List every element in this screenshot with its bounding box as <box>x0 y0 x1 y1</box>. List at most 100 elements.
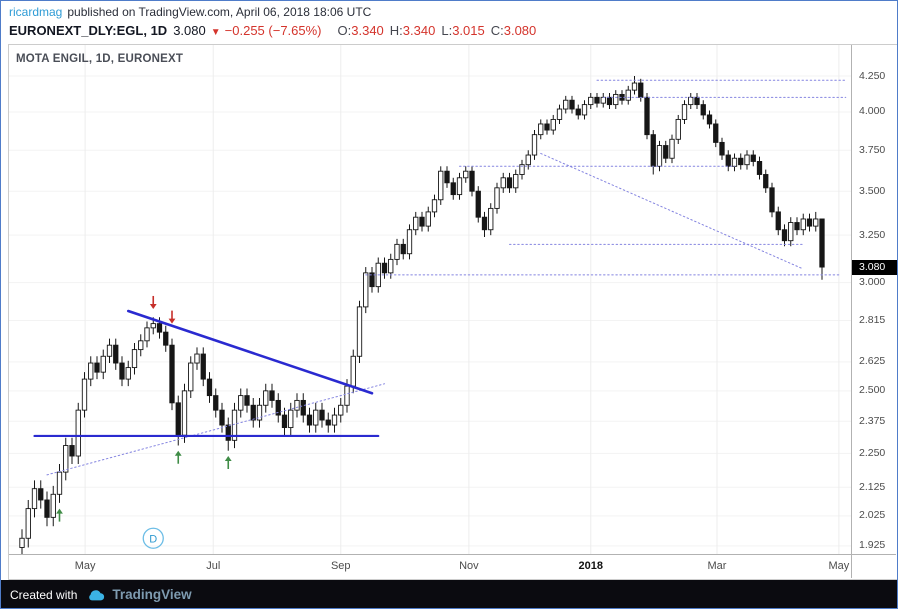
candle <box>38 480 44 509</box>
candle-body <box>163 331 169 346</box>
candle-body <box>813 218 819 227</box>
candle <box>813 211 819 232</box>
author-link[interactable]: ricardmag <box>9 5 63 19</box>
candle <box>144 321 150 348</box>
candle <box>394 238 400 266</box>
candle-body <box>75 409 81 457</box>
candle-body <box>594 96 600 104</box>
candle-body <box>675 118 681 140</box>
candle <box>781 224 788 247</box>
candle-body <box>381 262 388 274</box>
candle <box>131 342 138 375</box>
symbol-title: EURONEXT_DLY:EGL, 1D <box>9 23 168 38</box>
candle-body <box>506 177 513 189</box>
time-axis[interactable]: May Jul Sep Nov 2018 Mar May <box>9 554 851 578</box>
ohlc-high: H:3.340 <box>384 23 436 38</box>
time-tick-label: Sep <box>330 560 351 572</box>
candle <box>731 153 738 172</box>
candle-body <box>400 243 406 255</box>
candle-body <box>256 404 263 421</box>
candle <box>50 485 56 527</box>
price-tick-label: 3.000 <box>859 276 886 289</box>
price-tick-label: 3.750 <box>859 143 886 156</box>
candle <box>19 529 25 554</box>
candle-body <box>25 508 31 539</box>
candle <box>600 93 606 108</box>
time-tick-label: Jul <box>206 560 221 572</box>
candle-body <box>331 414 338 426</box>
candle-body <box>569 99 575 110</box>
close-value: 3.080 <box>503 23 537 38</box>
candle <box>69 437 75 465</box>
price-axis[interactable]: 4.250 4.000 3.750 3.500 3.250 3.000 2.815 2.625… <box>851 45 897 554</box>
candle-body <box>806 218 813 227</box>
created-with-label: Created with <box>10 587 78 602</box>
candle <box>238 388 244 418</box>
candle-body <box>406 229 413 255</box>
candle <box>806 213 813 232</box>
candle-body <box>169 344 175 404</box>
candle-body <box>138 340 144 351</box>
candle <box>769 182 775 218</box>
candle-body <box>475 190 481 218</box>
candle <box>381 257 388 279</box>
candle-body <box>213 395 219 411</box>
candle-body <box>706 114 713 125</box>
candle-body <box>313 409 319 426</box>
candle <box>294 393 300 418</box>
candle-body <box>769 187 775 213</box>
candle <box>638 78 644 102</box>
candle <box>688 93 694 110</box>
candle <box>175 395 181 446</box>
candle-body <box>631 82 638 91</box>
candle-body <box>575 108 581 116</box>
price-tick-label: 3.250 <box>859 228 886 241</box>
candle <box>313 402 319 433</box>
candle-body <box>588 96 594 106</box>
open-label: O: <box>337 23 352 38</box>
tradingview-brand-link[interactable]: TradingView <box>112 587 192 602</box>
price-tick-label: 2.025 <box>859 509 886 522</box>
close-label: C: <box>490 23 504 38</box>
candle-body <box>125 367 131 380</box>
candle-body <box>463 170 469 179</box>
candle <box>450 177 456 200</box>
tradingview-cloud-icon[interactable] <box>86 588 106 601</box>
candle <box>400 238 406 260</box>
candle-body <box>694 96 700 106</box>
chart-watermark: MOTA ENGIL, 1D, EURONEXT <box>16 53 184 65</box>
candle <box>481 211 488 238</box>
candle-body <box>356 306 363 357</box>
candle-body <box>625 89 631 101</box>
candle <box>675 114 681 144</box>
candle <box>256 398 263 428</box>
price-tick-label: 3.500 <box>859 184 886 197</box>
candle-body <box>431 199 438 213</box>
candle <box>269 383 275 408</box>
green-up-arrow <box>224 456 232 470</box>
candle-body <box>113 344 119 364</box>
drawings <box>33 79 847 522</box>
candle-body <box>69 445 75 457</box>
candle-body <box>650 134 656 167</box>
price-tick-label: 2.250 <box>859 446 886 459</box>
grid <box>9 45 851 554</box>
chart-plot[interactable]: D <box>9 45 851 554</box>
candle <box>581 100 588 120</box>
candle <box>338 398 344 423</box>
candle-body <box>63 445 69 473</box>
candle-body <box>225 424 231 441</box>
price-tick-label: 2.815 <box>859 313 886 326</box>
candle-body <box>481 216 488 231</box>
open-value: 3.340 <box>351 23 384 38</box>
candle <box>513 169 519 193</box>
candle-body <box>144 327 150 342</box>
candle-body <box>819 218 825 268</box>
candle-body <box>294 399 300 411</box>
candle <box>469 166 475 197</box>
candle-body <box>488 207 494 231</box>
candle-body <box>531 134 538 156</box>
candle-body <box>600 96 606 104</box>
published-text: published on TradingView.com, April 06, … <box>67 5 372 19</box>
candle <box>750 150 756 167</box>
